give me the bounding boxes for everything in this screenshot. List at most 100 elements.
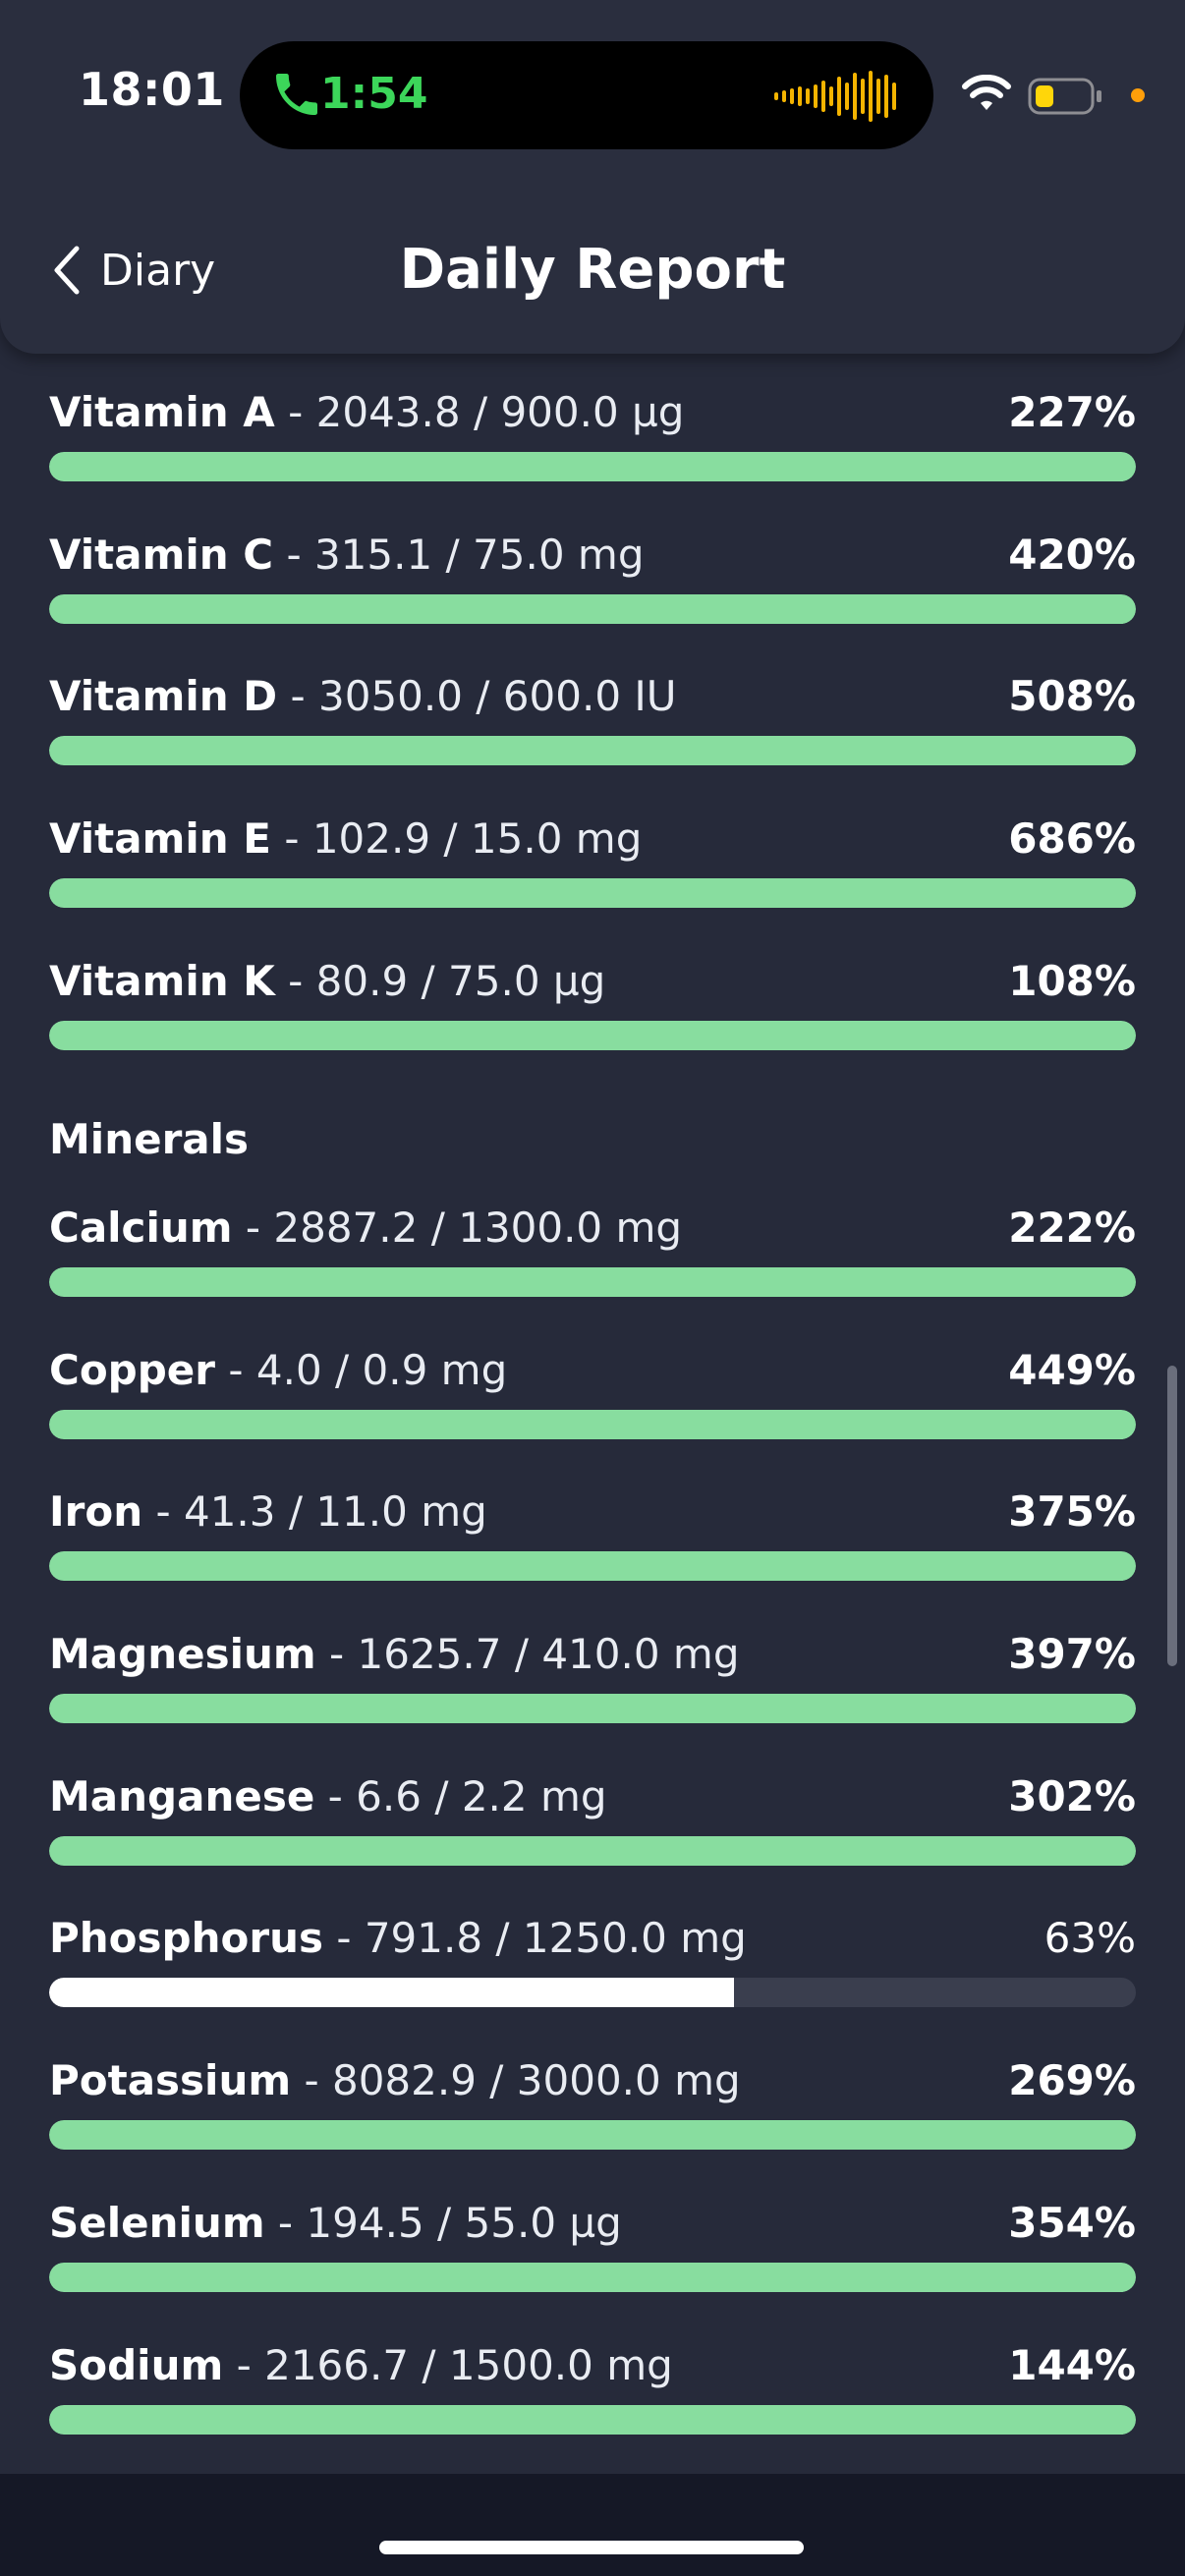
progress-fill: [49, 1694, 1136, 1723]
nutrient-row: Calcium - 2887.2 / 1300.0 mg 222%: [49, 1199, 1136, 1297]
nutrient-row: Vitamin A - 2043.8 / 900.0 µg 227%: [49, 383, 1136, 481]
progress-track: [49, 1410, 1136, 1439]
nutrient-name: Vitamin E - 102.9 / 15.0 mg: [49, 814, 643, 863]
nutrient-row: Manganese - 6.6 / 2.2 mg 302%: [49, 1767, 1136, 1866]
nutrient-name: Potassium - 8082.9 / 3000.0 mg: [49, 2056, 741, 2104]
nutrient-row: Vitamin K - 80.9 / 75.0 µg 108%: [49, 952, 1136, 1050]
nutrient-row: Vitamin D - 3050.0 / 600.0 IU 508%: [49, 667, 1136, 765]
nutrient-amount: - 41.3 / 11.0 mg: [142, 1487, 487, 1536]
progress-track: [49, 1694, 1136, 1723]
nutrient-percent: 227%: [1008, 388, 1136, 436]
nutrient-name: Manganese - 6.6 / 2.2 mg: [49, 1772, 607, 1820]
status-time: 18:01: [79, 63, 225, 116]
progress-fill: [49, 2405, 1136, 2435]
progress-fill: [49, 878, 1136, 908]
progress-track: [49, 2120, 1136, 2150]
back-label: Diary: [100, 245, 216, 296]
nutrient-percent: 375%: [1008, 1487, 1136, 1536]
bottom-bar: [0, 2474, 1185, 2576]
dynamic-island-call[interactable]: 1:54: [240, 41, 933, 149]
nutrient-row: Iron - 41.3 / 11.0 mg 375%: [49, 1483, 1136, 1581]
progress-fill: [49, 2120, 1136, 2150]
nutrient-amount: - 2043.8 / 900.0 µg: [274, 388, 685, 436]
nutrient-amount: - 6.6 / 2.2 mg: [314, 1772, 607, 1820]
nutrient-amount: - 2887.2 / 1300.0 mg: [232, 1204, 683, 1252]
nutrient-row: Copper - 4.0 / 0.9 mg 449%: [49, 1341, 1136, 1439]
nutrient-name: Sodium - 2166.7 / 1500.0 mg: [49, 2341, 673, 2389]
progress-fill: [49, 1410, 1136, 1439]
progress-fill: [49, 2263, 1136, 2292]
progress-track: [49, 878, 1136, 908]
progress-track: [49, 1836, 1136, 1866]
nutrient-row: Magnesium - 1625.7 / 410.0 mg 397%: [49, 1625, 1136, 1723]
progress-track: [49, 1978, 1136, 2007]
chevron-left-icon: [54, 246, 80, 295]
progress-fill: [49, 736, 1136, 765]
nutrient-percent: 508%: [1008, 672, 1136, 720]
nutrient-percent: 420%: [1008, 531, 1136, 579]
progress-fill: [49, 1267, 1136, 1297]
nutrient-name: Copper - 4.0 / 0.9 mg: [49, 1346, 508, 1394]
nutrient-amount: - 102.9 / 15.0 mg: [270, 814, 643, 863]
nutrient-amount: - 3050.0 / 600.0 IU: [277, 672, 677, 720]
progress-track: [49, 452, 1136, 481]
progress-fill: [49, 594, 1136, 624]
app-header: 18:01 1:54: [0, 0, 1185, 354]
privacy-indicator: [1131, 88, 1145, 102]
nutrient-amount: - 4.0 / 0.9 mg: [215, 1346, 508, 1394]
nutrient-name: Vitamin C - 315.1 / 75.0 mg: [49, 531, 645, 579]
nutrient-percent: 449%: [1008, 1346, 1136, 1394]
nutrient-amount: - 315.1 / 75.0 mg: [273, 531, 645, 579]
progress-track: [49, 594, 1136, 624]
call-duration: 1:54: [320, 69, 428, 119]
nutrient-percent: 63%: [1044, 1914, 1136, 1962]
progress-fill: [49, 1551, 1136, 1581]
back-button[interactable]: Diary: [49, 236, 215, 305]
nutrient-amount: - 194.5 / 55.0 µg: [264, 2199, 622, 2247]
progress-track: [49, 1551, 1136, 1581]
progress-track: [49, 1021, 1136, 1050]
progress-track: [49, 2263, 1136, 2292]
progress-fill: [49, 1978, 734, 2007]
nutrient-percent: 269%: [1008, 2056, 1136, 2104]
progress-track: [49, 736, 1136, 765]
progress-fill: [49, 452, 1136, 481]
progress-track: [49, 2405, 1136, 2435]
nutrient-name: Selenium - 194.5 / 55.0 µg: [49, 2199, 622, 2247]
nutrient-row: Vitamin E - 102.9 / 15.0 mg 686%: [49, 810, 1136, 908]
progress-fill: [49, 1836, 1136, 1866]
nutrient-name: Vitamin K - 80.9 / 75.0 µg: [49, 957, 606, 1005]
nutrient-name: Phosphorus - 791.8 / 1250.0 mg: [49, 1914, 747, 1962]
nutrient-percent: 144%: [1008, 2341, 1136, 2389]
nutrient-percent: 302%: [1008, 1772, 1136, 1820]
nutrient-amount: - 791.8 / 1250.0 mg: [322, 1914, 747, 1962]
nutrient-percent: 108%: [1008, 957, 1136, 1005]
progress-track: [49, 1267, 1136, 1297]
home-indicator[interactable]: [379, 2541, 804, 2554]
nutrient-percent: 222%: [1008, 1204, 1136, 1252]
progress-fill: [49, 1021, 1136, 1050]
minerals-section-title: Minerals: [49, 1115, 250, 1163]
phone-icon: [276, 74, 317, 115]
report-scroll-area[interactable]: Vitamin A - 2043.8 / 900.0 µg 227% Vitam…: [0, 0, 1185, 2476]
nutrient-percent: 354%: [1008, 2199, 1136, 2247]
nutrient-amount: - 8082.9 / 3000.0 mg: [291, 2056, 741, 2104]
nutrient-row: Vitamin C - 315.1 / 75.0 mg 420%: [49, 526, 1136, 624]
nutrient-percent: 686%: [1008, 814, 1136, 863]
scrollbar[interactable]: [1167, 1366, 1177, 1666]
nutrient-name: Vitamin A - 2043.8 / 900.0 µg: [49, 388, 685, 436]
nutrient-row: Potassium - 8082.9 / 3000.0 mg 269%: [49, 2051, 1136, 2150]
nutrient-row: Phosphorus - 791.8 / 1250.0 mg 63%: [49, 1909, 1136, 2007]
nutrient-row: Sodium - 2166.7 / 1500.0 mg 144%: [49, 2336, 1136, 2435]
nutrient-name: Magnesium - 1625.7 / 410.0 mg: [49, 1630, 740, 1678]
nutrient-amount: - 80.9 / 75.0 µg: [274, 957, 606, 1005]
nutrient-name: Calcium - 2887.2 / 1300.0 mg: [49, 1204, 683, 1252]
nutrient-name: Iron - 41.3 / 11.0 mg: [49, 1487, 487, 1536]
battery-low-icon: [1028, 78, 1101, 115]
nutrient-amount: - 1625.7 / 410.0 mg: [315, 1630, 740, 1678]
nutrient-row: Selenium - 194.5 / 55.0 µg 354%: [49, 2194, 1136, 2292]
page-title: Daily Report: [399, 238, 786, 302]
nutrient-amount: - 2166.7 / 1500.0 mg: [223, 2341, 673, 2389]
wifi-icon: [962, 75, 1011, 110]
nutrient-name: Vitamin D - 3050.0 / 600.0 IU: [49, 672, 677, 720]
